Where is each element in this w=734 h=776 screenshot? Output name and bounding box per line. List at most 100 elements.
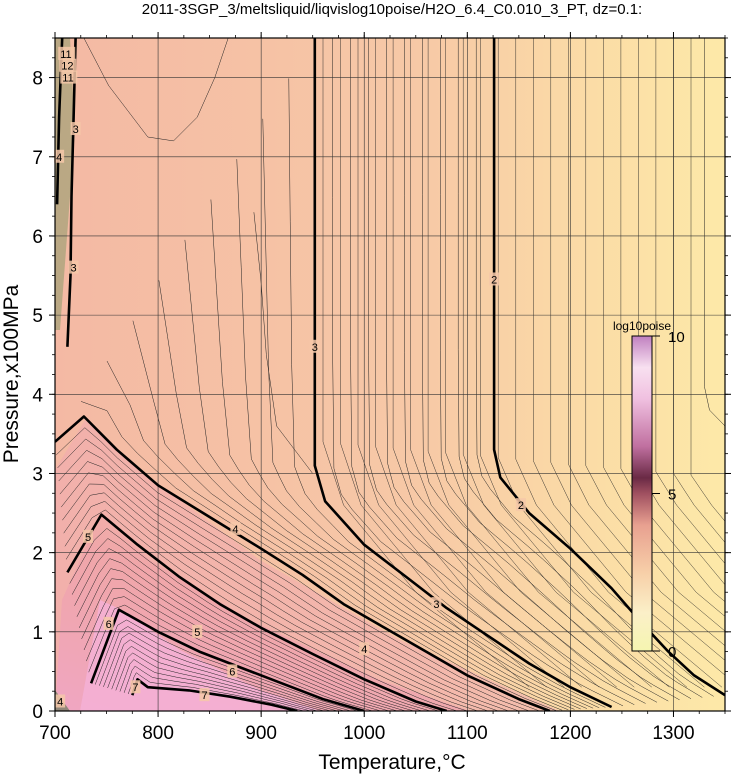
colorbar-tick-label-0: 0 (668, 644, 676, 661)
contour-label-bg (227, 664, 238, 678)
contour-label-bg (192, 624, 203, 638)
contour-label: 3 (73, 124, 79, 136)
minor-contour-line (440, 38, 692, 699)
contour-label: 4 (56, 152, 62, 164)
contour-label: 11 (60, 49, 71, 61)
colorbar-label: log10poise (613, 319, 671, 333)
minor-contour-line (107, 639, 338, 711)
minor-contour-line (368, 38, 646, 704)
colorbar-ramp (631, 335, 653, 652)
minor-contour-line (690, 38, 725, 522)
contour-line-4 (55, 415, 551, 711)
minor-contour-line (638, 38, 725, 586)
y-tick-label-8: 8 (32, 69, 43, 90)
minor-contour-line (158, 280, 575, 710)
minor-contour-line (550, 38, 725, 661)
contour-label: 5 (85, 532, 91, 544)
contour-label-bg (58, 46, 76, 60)
contour-label-bg (60, 70, 78, 84)
minor-contour-line (61, 472, 499, 711)
minor-contour-line (65, 509, 458, 711)
contour-label-bg (59, 58, 77, 72)
minor-contour-line (332, 38, 624, 707)
minor-contour-line (74, 548, 423, 711)
minor-contour-line (253, 212, 313, 474)
contour-label: 7 (201, 690, 207, 702)
contour-label: 3 (433, 599, 439, 611)
minor-contour-line (106, 360, 563, 711)
contour-label-bg (309, 339, 320, 353)
minor-contour-line (480, 38, 688, 688)
contour-label: 2 (491, 274, 497, 286)
contour-line-2 (492, 38, 725, 697)
minor-contour-line (445, 38, 652, 688)
minor-contour-line (462, 38, 670, 688)
colorbar-tick-label-10: 10 (668, 329, 685, 346)
minor-contour-line (103, 632, 345, 711)
contour-label-bg (68, 260, 79, 274)
minor-contour-line (533, 38, 725, 676)
contour-label-bg (70, 122, 81, 136)
contour-label: 5 (194, 627, 200, 639)
minor-contour-line (63, 492, 478, 711)
minor-contour-line (386, 38, 658, 703)
minor-contour-line (127, 672, 304, 711)
minor-contour-line (375, 38, 582, 688)
minor-contour-line (288, 78, 606, 708)
minor-contour-line (410, 38, 617, 688)
minor-contour-line (88, 604, 373, 711)
minor-contour-line (132, 320, 569, 711)
contour-line-3 (313, 38, 613, 709)
contour-line-5 (66, 513, 448, 711)
contour-line-7 (131, 678, 298, 711)
minor-contour-line (210, 199, 588, 709)
minor-contour-line (81, 578, 398, 711)
minor-contour-line (94, 619, 358, 711)
minor-contour-line (655, 38, 725, 564)
y-tick-label-4: 4 (32, 385, 43, 406)
x-tick-label-1000: 1000 (343, 723, 385, 744)
minor-contour-line (357, 38, 565, 688)
minor-contour-line (78, 568, 406, 711)
contour-label-bg (230, 521, 241, 535)
contour-line-6 (89, 608, 365, 711)
contour-label-bg (515, 498, 526, 512)
minor-contour-line (64, 501, 468, 711)
contour-label: 3 (71, 263, 77, 275)
minor-contour-line (71, 538, 431, 711)
contour-line-3 (66, 38, 77, 347)
x-tick-label-1200: 1200 (549, 723, 591, 744)
contour-label: 4 (57, 696, 63, 708)
contour-label-bg (359, 642, 370, 656)
minor-contour-line (568, 38, 725, 647)
contour-label: 6 (106, 619, 112, 631)
colorbar: log10poise 0 5 10 (613, 319, 685, 661)
minor-contour-line (83, 588, 390, 711)
contour-label-bg (199, 688, 210, 702)
y-tick-label-1: 1 (32, 623, 43, 644)
y-tick-label-2: 2 (32, 544, 43, 565)
minor-contour-line (115, 652, 325, 711)
plot-background (55, 38, 725, 711)
contour-label: 4 (232, 524, 238, 536)
contour-label-bg (431, 597, 442, 611)
minor-contour-line (56, 427, 540, 711)
minor-contour-line (111, 645, 331, 711)
minor-contour-line (59, 461, 509, 711)
minor-contour-line (123, 665, 311, 711)
y-tick-label-5: 5 (32, 306, 43, 327)
y-tick-label-3: 3 (32, 464, 43, 485)
x-tick-label-1100: 1100 (447, 723, 488, 744)
contour-label: 11 (62, 73, 73, 85)
minor-contour-line (86, 596, 381, 711)
contour-label-bg (54, 149, 65, 163)
x-axis-label: Temperature,°C (318, 751, 465, 774)
minor-contour-line (262, 118, 600, 709)
y-tick-label-0: 0 (32, 702, 43, 723)
x-tick-label-800: 800 (142, 723, 174, 744)
minor-contour-line (62, 483, 488, 711)
contour-label-bg (489, 272, 500, 286)
minor-contour-line (76, 558, 414, 711)
contour-label: 4 (361, 644, 367, 656)
